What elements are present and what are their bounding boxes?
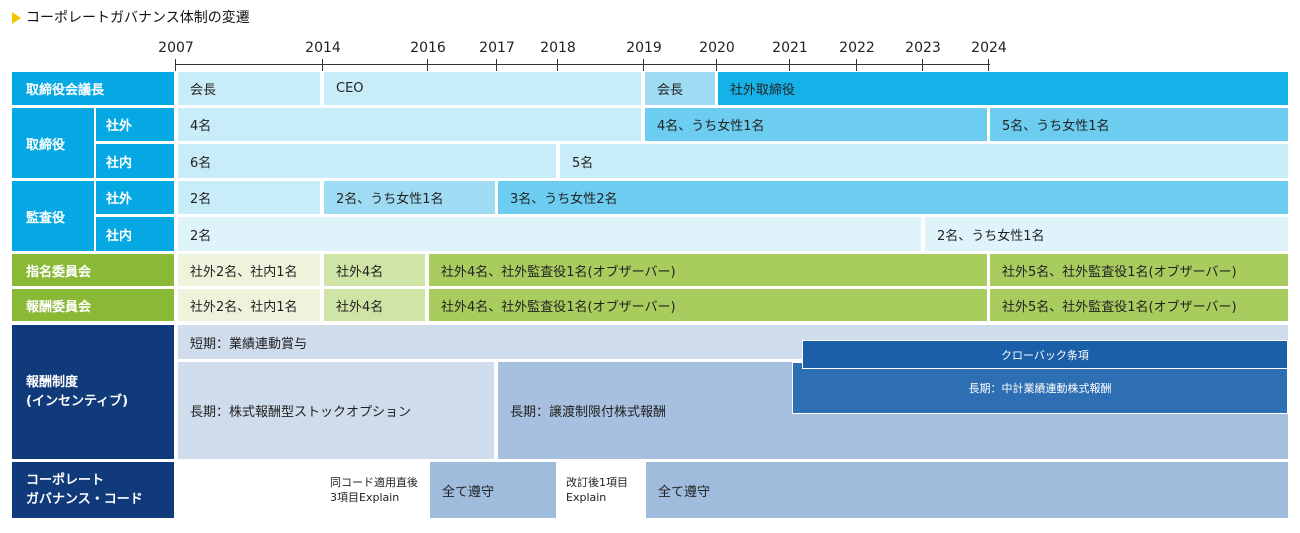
year-label: 2019: [626, 40, 662, 56]
year-axis-line: [175, 64, 990, 65]
row-label-directors: 取締役: [12, 108, 94, 178]
directors-outside-cell: 4名: [178, 108, 641, 141]
row-label-compensation: 報酬制度 (インセンティブ): [12, 325, 174, 459]
year-tick: [716, 59, 717, 71]
year-label: 2017: [479, 40, 515, 56]
year-label: 2007: [158, 40, 194, 56]
remuneration-cell: 社外2名、社内1名: [178, 289, 320, 321]
chair-cell-outside-director: 社外取締役: [718, 72, 1288, 105]
directors-outside-cell: 5名、うち女性1名: [990, 108, 1288, 141]
directors-inside-cell: 5名: [560, 144, 1288, 178]
nomination-cell: 社外4名: [324, 254, 425, 286]
row-label-nomination: 指名委員会: [12, 254, 174, 286]
row-label-cg-code: コーポレート ガバナンス・コード: [12, 462, 174, 518]
nomination-cell: 社外5名、社外監査役1名(オブザーバー): [990, 254, 1288, 286]
year-label: 2018: [540, 40, 576, 56]
year-label: 2022: [839, 40, 875, 56]
cg-cell3-line2: Explain: [566, 491, 607, 504]
year-label: 2024: [971, 40, 1007, 56]
year-tick: [988, 59, 989, 71]
directors-outside-label: 社外: [96, 108, 174, 141]
chair-cell-ceo: CEO: [324, 72, 641, 105]
remuneration-cell: 社外5名、社外監査役1名(オブザーバー): [990, 289, 1288, 321]
year-tick: [427, 59, 428, 71]
auditors-inside-cell: 2名、うち女性1名: [925, 217, 1288, 251]
auditors-outside-cell: 3名、うち女性2名: [498, 181, 1288, 214]
title-marker-icon: [12, 12, 21, 24]
nomination-cell: 社外4名、社外監査役1名(オブザーバー): [429, 254, 987, 286]
year-tick: [175, 59, 176, 71]
auditors-outside-label: 社外: [96, 181, 174, 214]
clawback-clause-cell: クローバック条項: [802, 340, 1288, 369]
row-label-remuneration: 報酬委員会: [12, 289, 174, 321]
compensation-label-line2: (インセンティブ): [26, 394, 129, 409]
year-tick: [643, 59, 644, 71]
chair-cell-chairman: 会長: [178, 72, 320, 105]
directors-inside-cell: 6名: [178, 144, 556, 178]
cg-cell3-line1: 改訂後1項目: [566, 476, 628, 489]
year-tick: [789, 59, 790, 71]
cg-cell-initial-explain: 同コード適用直後 3項目Explain: [324, 462, 427, 518]
row-label-auditors: 監査役: [12, 181, 94, 251]
auditors-inside-label: 社内: [96, 217, 174, 251]
nomination-cell: 社外2名、社内1名: [178, 254, 320, 286]
auditors-inside-cell: 2名: [178, 217, 921, 251]
long-term-stock-option-cell: 長期：株式報酬型ストックオプション: [178, 362, 494, 459]
cg-label-line1: コーポレート: [26, 473, 105, 488]
year-tick: [322, 59, 323, 71]
year-label: 2020: [699, 40, 735, 56]
auditors-outside-cell: 2名、うち女性1名: [324, 181, 495, 214]
page-title: コーポレートガバナンス体制の変遷: [26, 10, 250, 26]
row-label-chair: 取締役会議長: [12, 72, 174, 105]
compensation-label-line1: 報酬制度: [26, 375, 79, 390]
year-label: 2021: [772, 40, 808, 56]
directors-outside-cell: 4名、うち女性1名: [645, 108, 987, 141]
year-label: 2016: [410, 40, 446, 56]
year-label: 2014: [305, 40, 341, 56]
cg-cell1-line2: 3項目Explain: [330, 491, 400, 504]
cg-cell-empty: [178, 462, 320, 518]
cg-cell-full-compliance: 全て遵守: [430, 462, 556, 518]
remuneration-cell: 社外4名: [324, 289, 425, 321]
year-tick: [557, 59, 558, 71]
cg-label-line2: ガバナンス・コード: [26, 492, 143, 507]
year-tick: [856, 59, 857, 71]
cg-cell1-line1: 同コード適用直後: [330, 476, 418, 489]
chair-cell-chairman-2019: 会長: [645, 72, 715, 105]
long-term-performance-stock-cell: 長期：中計業績連動株式報酬: [792, 362, 1288, 414]
auditors-outside-cell: 2名: [178, 181, 320, 214]
year-label: 2023: [905, 40, 941, 56]
year-tick: [496, 59, 497, 71]
directors-inside-label: 社内: [96, 144, 174, 178]
remuneration-cell: 社外4名、社外監査役1名(オブザーバー): [429, 289, 987, 321]
cg-cell-revised-explain: 改訂後1項目 Explain: [560, 462, 643, 518]
year-tick: [922, 59, 923, 71]
cg-cell-full-compliance-2: 全て遵守: [646, 462, 1288, 518]
